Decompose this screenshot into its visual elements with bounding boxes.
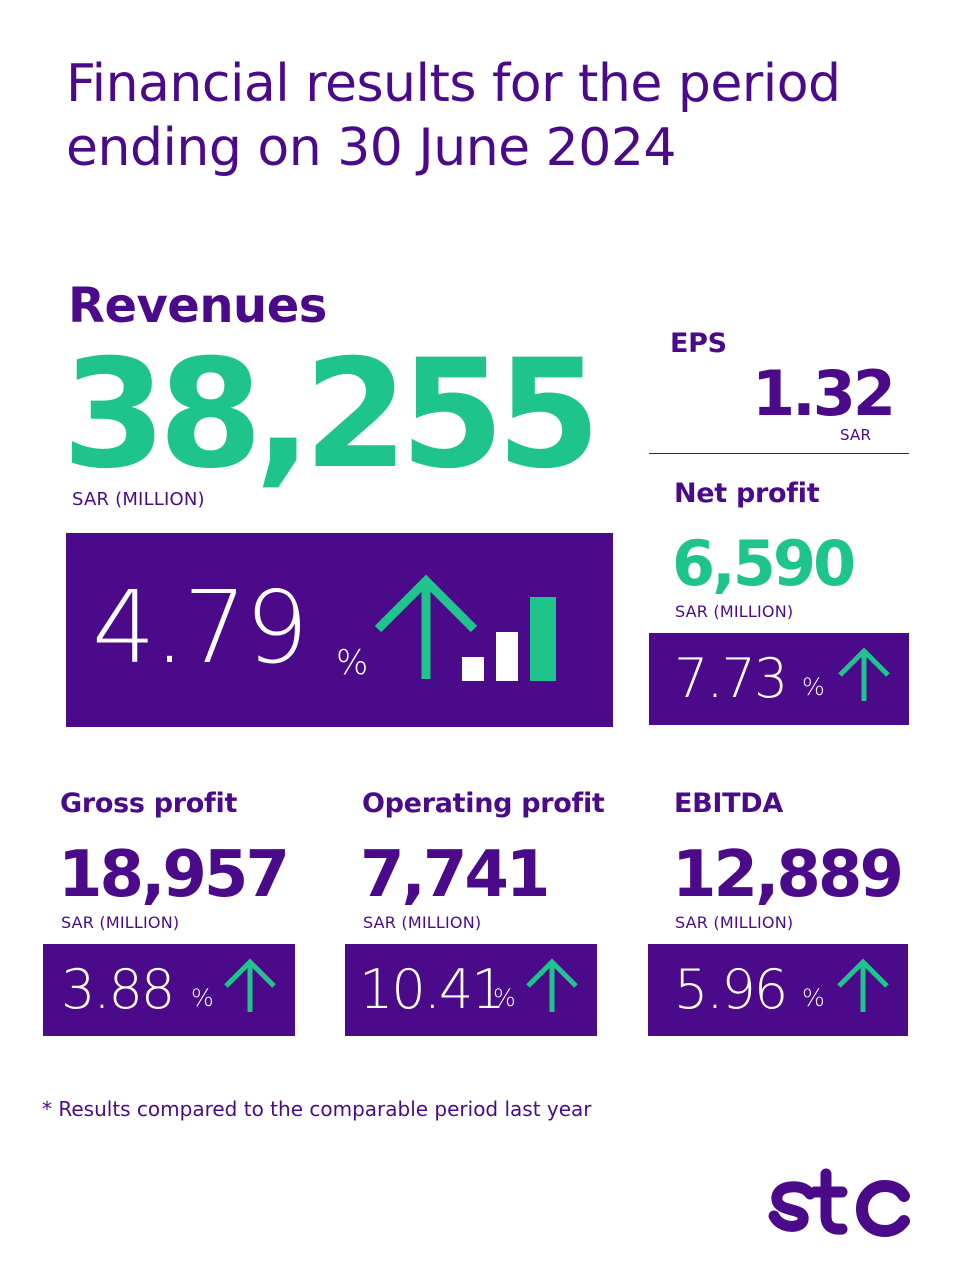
ebitda-percent-sign: % xyxy=(802,984,825,1012)
eps-unit: SAR xyxy=(840,426,872,444)
up-arrow-icon xyxy=(838,647,890,701)
operating-profit-percent-sign: % xyxy=(493,984,516,1012)
ebitda-growth-box: 5.96 % xyxy=(648,944,908,1036)
gross-profit-value: 18,957 xyxy=(58,838,290,912)
revenues-unit: SAR (MILLION) xyxy=(72,489,205,510)
operating-profit-growth-value: 10.41 xyxy=(359,958,506,1021)
net-profit-percent-sign: % xyxy=(802,673,825,701)
up-arrow-icon xyxy=(224,958,276,1012)
revenues-growth-value: 4.79 xyxy=(92,569,309,686)
gross-profit-label: Gross profit xyxy=(60,788,238,819)
gross-profit-unit: SAR (MILLION) xyxy=(61,913,180,932)
ebitda-unit: SAR (MILLION) xyxy=(675,913,794,932)
page-title: Financial results for the period ending … xyxy=(66,52,926,180)
page-title-line-2: ending on 30 June 2024 xyxy=(66,118,677,178)
operating-profit-growth-box: 10.41 % xyxy=(345,944,597,1036)
gross-profit-growth-box: 3.88 % xyxy=(43,944,295,1036)
stc-logo-mark xyxy=(768,1168,910,1238)
net-profit-label: Net profit xyxy=(674,478,820,509)
bar-growth-bar-small xyxy=(462,657,484,681)
up-arrow-icon xyxy=(837,958,889,1012)
net-profit-unit: SAR (MILLION) xyxy=(675,602,794,621)
revenues-label: Revenues xyxy=(68,278,327,334)
bar-growth-icon xyxy=(462,597,556,681)
operating-profit-unit: SAR (MILLION) xyxy=(363,913,482,932)
ebitda-growth-value: 5.96 xyxy=(674,958,788,1021)
net-profit-growth-value: 7.73 xyxy=(674,647,788,710)
eps-value: 1.32 xyxy=(752,357,896,430)
bar-growth-bar-medium xyxy=(496,632,518,681)
footnote: * Results compared to the comparable per… xyxy=(42,1097,592,1121)
stc-logo xyxy=(768,1168,910,1238)
operating-profit-label: Operating profit xyxy=(362,788,605,819)
eps-divider xyxy=(649,453,909,454)
net-profit-value: 6,590 xyxy=(672,527,856,600)
page-title-line-1: Financial results for the period xyxy=(66,54,841,114)
revenues-growth-box: 4.79 % xyxy=(66,533,613,727)
gross-profit-growth-value: 3.88 xyxy=(61,958,175,1021)
bar-growth-bar-large xyxy=(530,597,556,681)
gross-profit-percent-sign: % xyxy=(191,984,214,1012)
up-arrow-icon xyxy=(526,958,578,1012)
revenues-percent-sign: % xyxy=(336,643,369,683)
net-profit-growth-box: 7.73 % xyxy=(649,633,909,725)
up-arrow-icon xyxy=(374,574,478,679)
operating-profit-value: 7,741 xyxy=(360,838,550,912)
eps-label: EPS xyxy=(670,328,727,359)
revenues-value: 38,255 xyxy=(62,328,601,502)
ebitda-label: EBITDA xyxy=(674,788,783,819)
ebitda-value: 12,889 xyxy=(672,838,904,912)
